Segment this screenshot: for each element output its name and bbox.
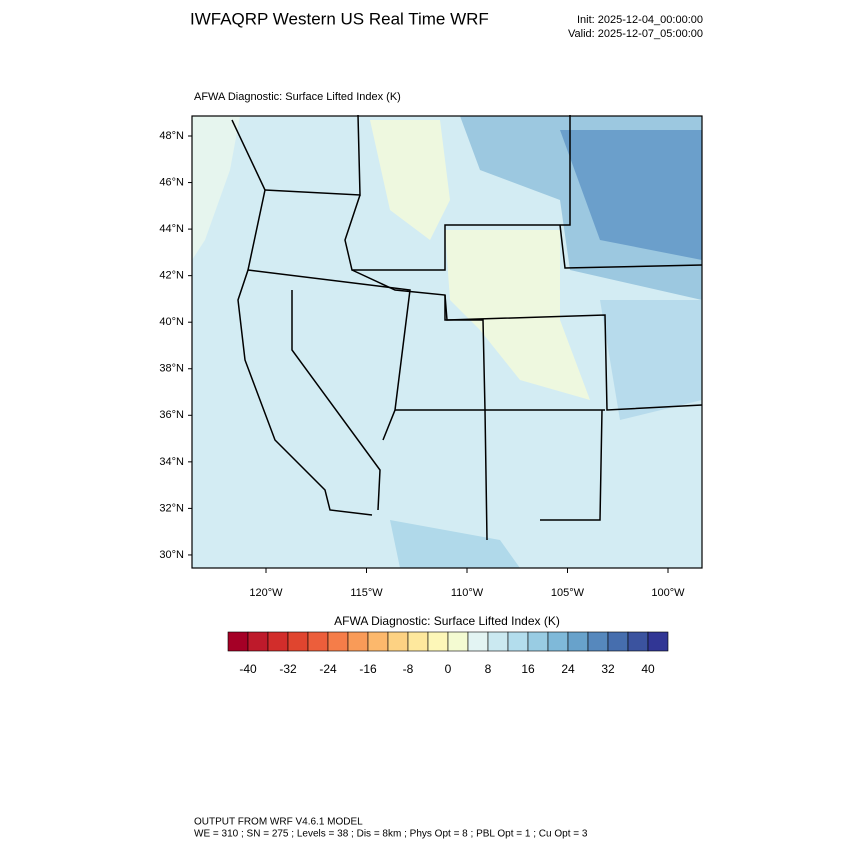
colorbar-box xyxy=(587,631,609,652)
lat-label: 38°N xyxy=(159,363,184,375)
colorbar-box xyxy=(387,631,409,652)
colorbar-tick-label: 0 xyxy=(445,662,452,676)
lon-label: 105°W xyxy=(551,587,585,599)
colorbar-box xyxy=(287,631,309,652)
valid-time: Valid: 2025-12-07_05:00:00 xyxy=(568,28,703,40)
lat-label: 36°N xyxy=(159,409,184,421)
lon-label: 120°W xyxy=(249,587,283,599)
lon-label: 115°W xyxy=(350,587,383,599)
colorbar-tick-label: -40 xyxy=(239,662,257,676)
colorbar-box xyxy=(627,631,649,652)
colorbar-tick-label: -8 xyxy=(403,662,414,676)
lon-labels: 120°W 115°W 110°W 105°W 100°W xyxy=(249,568,685,599)
lat-label: 40°N xyxy=(159,316,184,328)
lat-label: 30°N xyxy=(159,549,184,561)
lat-label: 42°N xyxy=(159,270,184,282)
title: IWFAQRP Western US Real Time WRF xyxy=(190,9,489,28)
colorbar-box xyxy=(527,631,549,652)
colorbar-box xyxy=(487,631,509,652)
colorbar-box xyxy=(327,631,349,652)
lat-label: 48°N xyxy=(159,130,184,142)
colorbar: -40 -32 -24 -16 -8 0 8 16 24 32 40 xyxy=(227,631,669,676)
shading xyxy=(600,300,702,420)
colorbar-box xyxy=(307,631,329,652)
lon-label: 110°W xyxy=(451,587,484,599)
colorbar-tick-label: 24 xyxy=(561,662,575,676)
colorbar-tick-label: -32 xyxy=(279,662,297,676)
lat-labels: 48°N 46°N 44°N 42°N 40°N 38°N 36°N 34°N 32°N 30°N xyxy=(159,130,192,561)
colorbar-box xyxy=(607,631,629,652)
shading xyxy=(560,130,702,260)
shading xyxy=(370,120,450,240)
colorbar-tick-label: 16 xyxy=(521,662,535,676)
map xyxy=(191,114,703,569)
colorbar-box xyxy=(247,631,269,652)
colorbar-title: AFWA Diagnostic: Surface Lifted Index (K… xyxy=(334,614,560,628)
colorbar-box xyxy=(367,631,389,652)
colorbar-box xyxy=(547,631,569,652)
colorbar-tick-label: 40 xyxy=(641,662,655,676)
colorbar-tick-label: -24 xyxy=(319,662,337,676)
colorbar-tick-label: 8 xyxy=(485,662,492,676)
colorbar-box xyxy=(647,631,669,652)
footer-line: WE = 310 ; SN = 275 ; Levels = 38 ; Dis … xyxy=(194,829,588,840)
map-subtitle: AFWA Diagnostic: Surface Lifted Index (K… xyxy=(194,91,401,103)
colorbar-tick-label: 32 xyxy=(601,662,615,676)
colorbar-box xyxy=(267,631,289,652)
shading xyxy=(445,230,590,400)
colorbar-box xyxy=(427,631,449,652)
lat-label: 34°N xyxy=(159,456,184,468)
lat-label: 32°N xyxy=(159,502,184,514)
colorbar-box xyxy=(467,631,489,652)
colorbar-box xyxy=(567,631,589,652)
init-time: Init: 2025-12-04_00:00:00 xyxy=(577,14,703,26)
colorbar-box xyxy=(227,631,249,652)
colorbar-box xyxy=(507,631,529,652)
colorbar-tick-label: -16 xyxy=(359,662,377,676)
lon-label: 100°W xyxy=(651,587,685,599)
colorbar-box xyxy=(347,631,369,652)
lat-label: 46°N xyxy=(159,176,184,188)
shading xyxy=(390,520,520,568)
state-boundaries xyxy=(231,114,703,541)
lat-label: 44°N xyxy=(159,223,184,235)
footer-line: OUTPUT FROM WRF V4.6.1 MODEL xyxy=(194,817,363,828)
colorbar-box xyxy=(407,631,429,652)
colorbar-box xyxy=(447,631,469,652)
map-frame xyxy=(191,115,703,569)
shading xyxy=(192,116,240,260)
